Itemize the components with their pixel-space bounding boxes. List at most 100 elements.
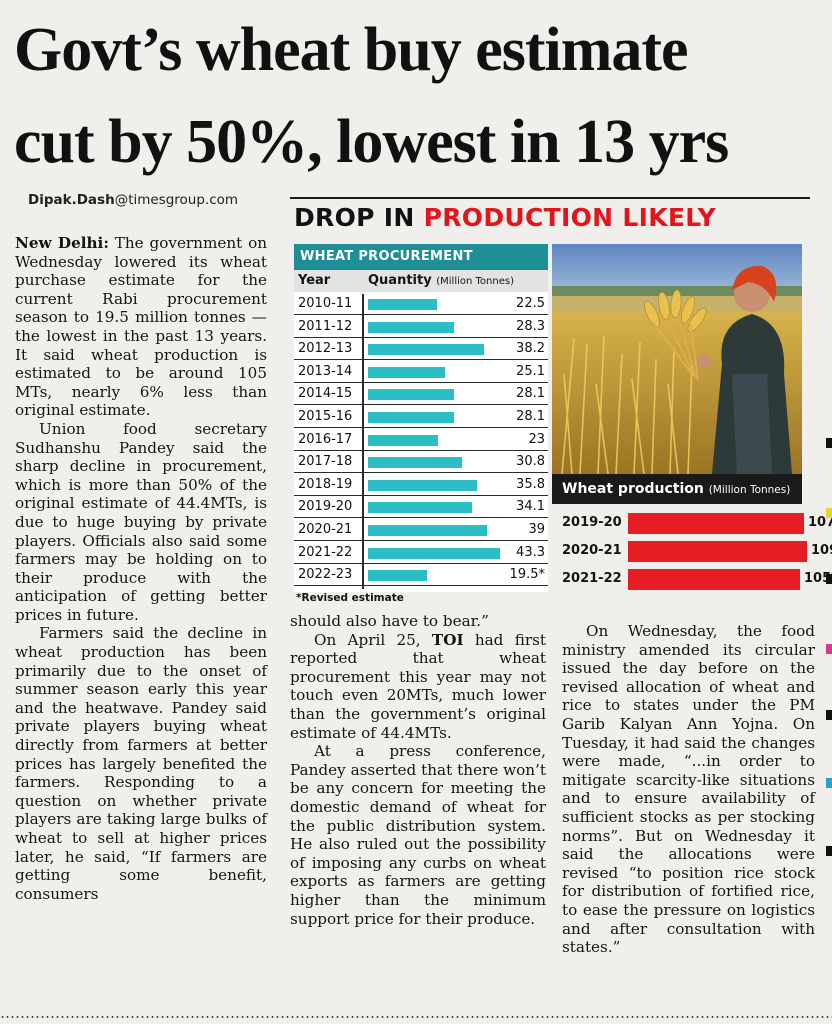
- margin-mark: [826, 438, 832, 448]
- procurement-year: 2014-15: [298, 386, 353, 402]
- procurement-value: 22.5: [516, 296, 545, 311]
- procurement-value: 19.5*: [509, 567, 545, 583]
- procurement-bar: [368, 434, 438, 446]
- procurement-year: 2011-12: [298, 318, 353, 334]
- production-row: 2021-22 105*: [556, 568, 832, 590]
- production-row: 2019-20 107.8: [556, 512, 832, 534]
- production-value: 105*: [804, 571, 832, 586]
- procurement-year: 2013-14: [298, 363, 353, 379]
- year-column-header: Year: [298, 273, 331, 288]
- paragraph-text: On April 25,: [314, 630, 432, 649]
- production-value: 109.6: [811, 543, 832, 558]
- procurement-value: 34.1: [516, 499, 545, 515]
- procurement-bar: [368, 457, 462, 469]
- headline-line-2: cut by 50%, lowest in 13 yrs: [14, 108, 729, 176]
- procurement-bar: [368, 299, 437, 310]
- margin-mark: [826, 778, 832, 788]
- margin-mark: [826, 846, 832, 856]
- procurement-value: 28.1: [516, 386, 545, 402]
- infographic-top-rule: [290, 197, 810, 199]
- procurement-value: 30.8: [516, 454, 545, 470]
- production-value: 107.8: [808, 515, 832, 530]
- procurement-bar: [368, 570, 427, 582]
- production-bar: [628, 513, 804, 534]
- production-chart-title: Wheat production (Million Tonnes): [552, 474, 802, 504]
- procurement-year: 2010-11: [298, 296, 353, 311]
- article-paragraph: At a press conference, Pandey asserted t…: [290, 742, 546, 928]
- headline: Govt’s wheat buy estimate cut by 50%, lo…: [14, 4, 824, 188]
- procurement-value: 28.1: [516, 409, 545, 424]
- article-column-1: New Delhi: The government on Wednesday l…: [15, 234, 267, 903]
- procurement-year: 2015-16: [298, 409, 353, 424]
- article-column-2: should also have to bear.” On April 25, …: [290, 612, 546, 928]
- quantity-column-header: Quantity (Million Tonnes): [368, 270, 514, 293]
- article-paragraph: should also have to bear.”: [290, 612, 489, 630]
- procurement-value: 28.3: [516, 318, 545, 334]
- procurement-table-title: WHEAT PROCUREMENT: [294, 244, 548, 270]
- procurement-row: 2012-13 38.2: [294, 339, 548, 361]
- quantity-header-unit: (Million Tonnes): [436, 276, 514, 287]
- procurement-table: WHEAT PROCUREMENT Year Quantity (Million…: [294, 244, 548, 592]
- paragraph-text: had first reported that wheat procuremen…: [290, 630, 546, 742]
- wheat-farmer-photo: [552, 244, 802, 474]
- infographic-title-part-1: DROP IN: [294, 203, 424, 232]
- margin-mark: [826, 710, 832, 720]
- procurement-year: 2019-20: [298, 499, 353, 515]
- procurement-value: 43.3: [516, 544, 545, 560]
- infographic-title-part-2: PRODUCTION LIKELY: [423, 203, 716, 232]
- procurement-row: 2017-18 30.8: [294, 452, 548, 474]
- procurement-value: 38.2: [516, 341, 545, 357]
- procurement-bar: [368, 547, 500, 559]
- procurement-year: 2022-23: [298, 567, 353, 583]
- procurement-value: 35.8: [516, 476, 545, 492]
- procurement-year: 2016-17: [298, 431, 353, 447]
- procurement-row: 2019-20 34.1: [294, 497, 548, 519]
- production-title-unit: (Million Tonnes): [708, 484, 791, 496]
- procurement-bar: [368, 525, 487, 536]
- procurement-bar: [368, 479, 477, 491]
- procurement-row: 2015-16 28.1: [294, 407, 548, 428]
- article-paragraph: Union food secretary Sudhanshu Pandey sa…: [15, 419, 267, 624]
- article-paragraph: On April 25, TOI had first reported that…: [290, 631, 546, 743]
- production-row: 2020-21 109.6: [556, 540, 832, 562]
- procurement-year: 2020-21: [298, 522, 353, 537]
- article-paragraph: New Delhi: The government on Wednesday l…: [15, 234, 267, 420]
- procurement-row: 2016-17 23: [294, 430, 548, 451]
- procurement-value: 23: [528, 431, 545, 447]
- margin-mark: [826, 644, 832, 654]
- procurement-row: 2013-14 25.1: [294, 362, 548, 383]
- procurement-bar: [368, 321, 454, 333]
- procurement-value: 25.1: [516, 363, 545, 379]
- production-year: 2020-21: [562, 543, 622, 558]
- procurement-year: 2012-13: [298, 341, 353, 357]
- procurement-row: 2018-19 35.8: [294, 475, 548, 496]
- toi-mark: TOI: [431, 630, 464, 649]
- quantity-header-label: Quantity: [368, 273, 432, 288]
- article-paragraph: On Wednesday, the food ministry amended …: [562, 622, 815, 957]
- production-title-text: Wheat production: [562, 481, 704, 497]
- headline-line-1: Govt’s wheat buy estimate: [14, 16, 689, 84]
- procurement-row: 2020-21 39: [294, 520, 548, 541]
- table-divider: [362, 294, 364, 589]
- article-paragraph: Farmers said the decline in wheat produc…: [15, 624, 267, 903]
- procurement-bar: [368, 389, 454, 401]
- procurement-bar: [368, 366, 445, 378]
- procurement-row: 2022-23 19.5*: [294, 565, 548, 587]
- byline-domain: @timesgroup.com: [114, 192, 239, 208]
- procurement-row: 2010-11 22.5: [294, 294, 548, 315]
- page-bottom-dotted-rule: [0, 1016, 832, 1018]
- procurement-year: 2017-18: [298, 454, 353, 470]
- paragraph-text: The government on Wednesday lowered its …: [15, 234, 267, 420]
- margin-mark: [826, 574, 832, 584]
- procurement-value: 39: [528, 522, 545, 537]
- byline: Dipak.Dash@timesgroup.com: [28, 192, 238, 208]
- procurement-column-headers: Year Quantity (Million Tonnes): [294, 270, 548, 292]
- production-bar: [628, 541, 807, 562]
- footnote: *Revised estimate: [296, 592, 404, 604]
- dateline: New Delhi:: [15, 234, 109, 252]
- margin-mark: [826, 508, 832, 518]
- production-year: 2021-22: [562, 571, 622, 586]
- procurement-year: 2018-19: [298, 476, 353, 492]
- infographic-title: DROP IN PRODUCTION LIKELY: [294, 203, 716, 232]
- procurement-row: 2011-12 28.3: [294, 317, 548, 338]
